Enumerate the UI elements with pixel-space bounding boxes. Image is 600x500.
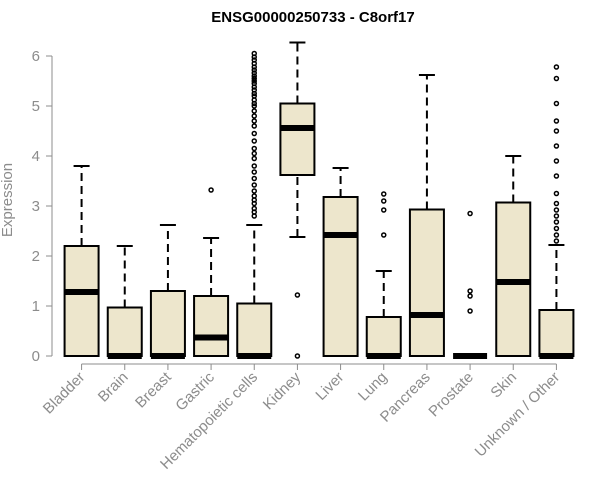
outlier-point [553,75,560,82]
outlier-point [553,232,560,238]
outlier-point [251,182,257,188]
y-tick-label: 4 [32,148,40,165]
box-group [149,224,186,359]
chart-title: ENSG00000250733 - C8orf17 [211,9,414,26]
x-tick-label: Brain [95,369,132,406]
outlier-point [251,103,257,109]
box-group [193,187,230,357]
box-group [495,155,532,357]
outlier-point [251,70,257,76]
box-group [408,74,445,357]
box-group [279,41,316,359]
x-tick-label: Kidney [260,368,305,413]
outlier-point [251,113,257,119]
x-tick-label: Skin [487,369,520,402]
outlier-point [251,118,257,124]
outlier-point [251,175,257,182]
outlier-point [251,163,257,169]
box-group [106,245,143,359]
outlier-point [251,67,257,73]
outlier-point [251,193,257,199]
outlier-point [251,150,257,157]
x-tick-label: Liver [312,369,347,404]
box-group [322,167,359,357]
outlier-point [251,87,257,93]
box-rect [63,245,100,357]
x-tick-label: Bladder [40,369,89,418]
outlier-point [553,158,560,164]
outlier-point [251,78,257,84]
box-rect [322,196,359,357]
outlier-point [553,118,560,124]
outlier-point [467,308,473,314]
box-rect [193,295,230,357]
box-rect [408,208,445,357]
box-rect [236,302,273,357]
outlier-point [251,145,257,152]
x-tick-label: Prostate [425,369,477,421]
outlier-point [381,198,387,204]
outlier-point [553,207,560,213]
outlier-point [251,188,257,194]
outlier-point [553,100,560,107]
y-tick-label: 3 [32,198,40,215]
outlier-point [251,205,257,212]
outlier-point [381,191,387,197]
box-group [538,64,575,359]
box-rect [365,316,402,357]
outlier-point [251,50,257,57]
outlier-point [553,213,560,219]
outlier-point [553,143,560,149]
boxes-group [63,41,575,359]
y-tick-label: 2 [32,248,40,265]
outlier-point [251,130,257,137]
y-tick-label: 6 [32,48,40,65]
outlier-point [208,187,214,193]
outlier-point [251,57,257,63]
box-group [63,165,100,357]
y-tick-label: 1 [32,298,40,315]
y-tick-label: 5 [32,98,40,115]
box-rect [106,306,143,357]
box-rect [149,290,186,357]
box-group [365,191,402,359]
outlier-point [251,80,257,87]
outlier-point [553,64,560,70]
outlier-point [553,173,560,179]
outlier-point [467,288,473,294]
box-rect [279,102,316,176]
outlier-point [553,225,560,232]
outlier-point [251,75,257,82]
box-group [236,50,273,359]
outlier-point [251,138,257,144]
outlier-point [381,232,387,238]
box-group [453,210,488,359]
outlier-point [467,293,473,299]
box-rect [538,309,575,357]
outlier-point [553,128,560,134]
outlier-point [553,219,560,225]
x-tick-label: Lung [355,369,391,405]
outlier-point [294,292,301,298]
outlier-point [294,353,301,359]
y-axis: 0 1 2 3 4 5 6 [32,48,53,365]
outlier-point [251,169,257,175]
outlier-point [553,200,560,207]
outlier-point [251,93,257,99]
x-tick-label: Breast [132,368,175,411]
y-tick-label: 0 [32,348,40,365]
outlier-point [553,190,560,197]
outlier-point [381,207,387,213]
outlier-point [251,108,257,114]
outlier-point [251,73,257,79]
outlier-point [251,123,257,129]
outlier-point [467,210,473,217]
outlier-point [553,238,560,244]
y-axis-label: Expression [0,163,16,237]
outlier-point [251,155,257,162]
